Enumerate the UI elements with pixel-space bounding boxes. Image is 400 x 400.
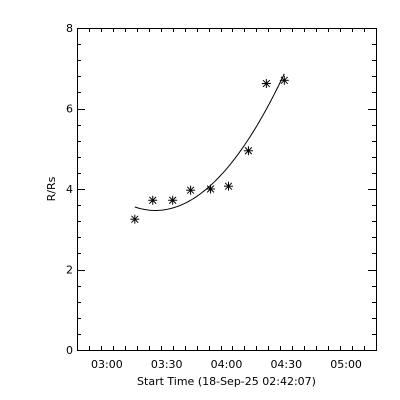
x-tick-label: 04:30 bbox=[270, 358, 302, 371]
y-tick-label: 0 bbox=[66, 344, 73, 357]
plot-frame bbox=[77, 28, 377, 351]
data-point bbox=[261, 79, 271, 89]
x-tick-label: 04:00 bbox=[211, 358, 243, 371]
data-points bbox=[130, 75, 289, 224]
data-point bbox=[223, 181, 233, 191]
data-point bbox=[186, 185, 196, 195]
x-tick-label: 03:00 bbox=[91, 358, 123, 371]
y-tick-label: 2 bbox=[66, 264, 73, 277]
data-point bbox=[168, 195, 178, 205]
data-point bbox=[148, 195, 158, 205]
y-axis-ticks: 0 2 4 6 8 bbox=[66, 22, 376, 357]
x-tick-label: 05:00 bbox=[330, 358, 362, 371]
y-tick-label: 6 bbox=[66, 103, 73, 116]
x-tick-label: 03:30 bbox=[151, 358, 183, 371]
y-tick-label: 4 bbox=[66, 183, 73, 196]
data-point bbox=[206, 184, 216, 194]
y-axis-label: R/Rs bbox=[45, 176, 58, 201]
data-point bbox=[243, 146, 253, 156]
y-tick-label: 8 bbox=[66, 22, 73, 35]
x-axis-label: Start Time (18-Sep-25 02:42:07) bbox=[137, 375, 316, 388]
fit-curve bbox=[134, 73, 285, 211]
data-point bbox=[130, 214, 140, 224]
x-axis-ticks: 03:00 03:30 04:00 04:30 05:00 bbox=[77, 28, 377, 371]
data-point bbox=[279, 75, 289, 85]
